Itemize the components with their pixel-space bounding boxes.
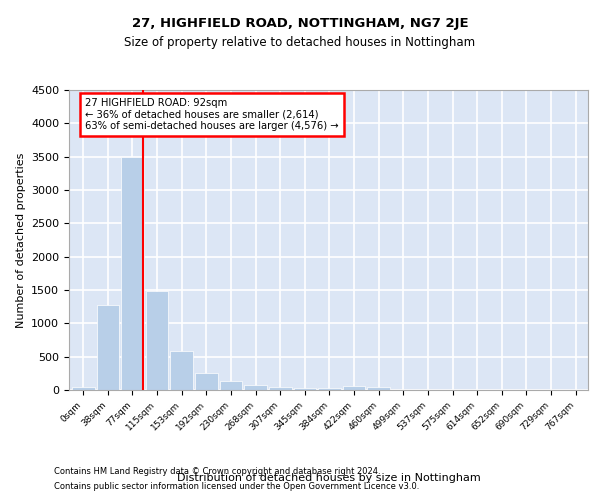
Text: Size of property relative to detached houses in Nottingham: Size of property relative to detached ho… (124, 36, 476, 49)
Text: Contains public sector information licensed under the Open Government Licence v3: Contains public sector information licen… (54, 482, 419, 491)
Bar (121, 156, 144, 390)
Bar (72, 386, 95, 390)
Bar (220, 380, 242, 390)
Bar (367, 386, 390, 390)
Y-axis label: Number of detached properties: Number of detached properties (16, 152, 26, 328)
Bar (97, 304, 119, 390)
Bar (244, 384, 267, 390)
Bar (318, 388, 341, 390)
Bar (269, 387, 292, 390)
Bar (195, 374, 218, 390)
Bar (293, 388, 316, 390)
X-axis label: Distribution of detached houses by size in Nottingham: Distribution of detached houses by size … (176, 474, 481, 484)
Bar (146, 292, 169, 390)
Bar (343, 386, 365, 390)
Text: Contains HM Land Registry data © Crown copyright and database right 2024.: Contains HM Land Registry data © Crown c… (54, 467, 380, 476)
Text: 27 HIGHFIELD ROAD: 92sqm
← 36% of detached houses are smaller (2,614)
63% of sem: 27 HIGHFIELD ROAD: 92sqm ← 36% of detach… (85, 98, 339, 131)
Bar (170, 352, 193, 390)
Text: 27, HIGHFIELD ROAD, NOTTINGHAM, NG7 2JE: 27, HIGHFIELD ROAD, NOTTINGHAM, NG7 2JE (131, 18, 469, 30)
